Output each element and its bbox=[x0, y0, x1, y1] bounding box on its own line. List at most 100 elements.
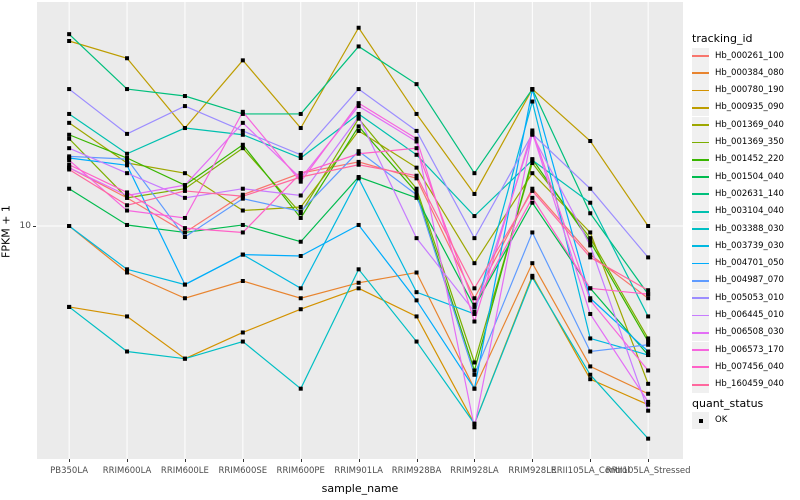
data-point bbox=[588, 311, 593, 316]
data-point bbox=[588, 377, 593, 382]
data-point bbox=[588, 372, 593, 377]
x-tick-label: RRIM600PE bbox=[276, 466, 325, 476]
black-square-marker-icon bbox=[698, 418, 703, 423]
data-point bbox=[182, 183, 187, 188]
data-point bbox=[472, 304, 477, 309]
legend-item: Hb_002631_140 bbox=[692, 185, 798, 203]
legend-key bbox=[692, 116, 709, 134]
data-point bbox=[646, 292, 651, 297]
legend-label: Hb_000261_100 bbox=[715, 50, 784, 61]
data-point bbox=[414, 82, 419, 87]
data-point bbox=[530, 99, 535, 104]
data-point bbox=[472, 302, 477, 307]
data-point bbox=[588, 230, 593, 235]
data-point bbox=[356, 280, 361, 285]
data-point bbox=[646, 408, 651, 413]
legend-key bbox=[692, 99, 709, 117]
legend-item: Hb_007456_040 bbox=[692, 358, 798, 376]
data-point bbox=[298, 171, 303, 176]
data-point bbox=[414, 165, 419, 170]
data-point bbox=[530, 171, 535, 176]
data-point bbox=[646, 314, 651, 319]
data-point bbox=[298, 111, 303, 116]
data-point bbox=[414, 195, 419, 200]
legend-key bbox=[692, 151, 709, 169]
data-point bbox=[356, 286, 361, 291]
data-point bbox=[472, 309, 477, 314]
data-point bbox=[67, 154, 72, 159]
chart-svg bbox=[37, 2, 683, 459]
data-point bbox=[530, 230, 535, 235]
legend-key bbox=[692, 324, 709, 342]
legend-item: Hb_160459_040 bbox=[692, 376, 798, 394]
data-point bbox=[240, 194, 245, 199]
data-point bbox=[356, 128, 361, 133]
legend-label: Hb_001369_040 bbox=[715, 119, 784, 130]
data-point bbox=[646, 342, 651, 347]
data-point bbox=[588, 364, 593, 369]
data-point bbox=[240, 186, 245, 191]
legend-item: Hb_006445_010 bbox=[692, 307, 798, 324]
data-point bbox=[472, 368, 477, 373]
data-point bbox=[298, 286, 303, 291]
data-point bbox=[298, 307, 303, 312]
x-tick-mark bbox=[590, 459, 592, 462]
legend-item-quant-ok: OK bbox=[692, 412, 798, 429]
legend-key bbox=[692, 220, 709, 238]
legend-label: Hb_004987_070 bbox=[715, 275, 784, 286]
data-point bbox=[530, 275, 535, 280]
data-point bbox=[472, 171, 477, 176]
legend-line-swatch bbox=[692, 176, 709, 178]
data-point bbox=[472, 319, 477, 324]
data-point bbox=[240, 58, 245, 63]
data-point bbox=[588, 186, 593, 191]
data-point bbox=[472, 360, 477, 365]
legend-label: Hb_005053_010 bbox=[715, 292, 784, 303]
data-point bbox=[646, 224, 651, 228]
data-point bbox=[356, 159, 361, 164]
x-tick-mark bbox=[127, 459, 129, 462]
data-point bbox=[67, 136, 72, 141]
legend-line-swatch bbox=[692, 210, 709, 213]
data-point bbox=[182, 226, 187, 231]
legend-item: Hb_006508_030 bbox=[692, 324, 798, 342]
legend-key bbox=[692, 134, 709, 151]
x-tick-mark bbox=[358, 459, 360, 462]
data-point bbox=[646, 368, 651, 373]
x-tick-mark bbox=[474, 459, 476, 462]
data-point bbox=[240, 278, 245, 283]
x-tick-label: RRIM901LA bbox=[334, 466, 383, 476]
legend-line-swatch bbox=[692, 262, 709, 265]
data-point bbox=[67, 167, 72, 172]
data-point bbox=[240, 128, 245, 133]
y-tick-label: 10 bbox=[19, 221, 31, 231]
legend-label: Hb_001504_040 bbox=[715, 171, 784, 182]
data-point bbox=[182, 94, 187, 99]
x-tick-mark bbox=[69, 459, 71, 462]
data-point bbox=[588, 255, 593, 260]
legend-key bbox=[692, 203, 709, 221]
data-point bbox=[125, 314, 130, 319]
data-point bbox=[588, 211, 593, 216]
legend-label: Hb_002631_140 bbox=[715, 188, 784, 199]
quant-ok-key bbox=[692, 412, 709, 429]
data-point bbox=[646, 255, 651, 260]
data-point bbox=[240, 146, 245, 151]
data-point bbox=[530, 130, 535, 135]
data-point bbox=[67, 32, 72, 37]
data-point bbox=[588, 298, 593, 303]
data-point bbox=[298, 386, 303, 391]
legend-key bbox=[692, 168, 709, 186]
legend-label: Hb_001452_220 bbox=[715, 154, 784, 165]
data-point bbox=[125, 87, 130, 92]
data-point bbox=[530, 158, 535, 163]
data-point bbox=[182, 215, 187, 220]
data-point bbox=[298, 175, 303, 180]
data-point bbox=[240, 222, 245, 227]
legend-key bbox=[692, 341, 709, 359]
data-point bbox=[646, 391, 651, 396]
legend-key bbox=[692, 82, 709, 100]
data-point bbox=[414, 136, 419, 141]
legend: tracking_id Hb_000261_100 Hb_000384_080 Hb… bbox=[690, 0, 800, 500]
legend-line-swatch bbox=[692, 383, 709, 386]
